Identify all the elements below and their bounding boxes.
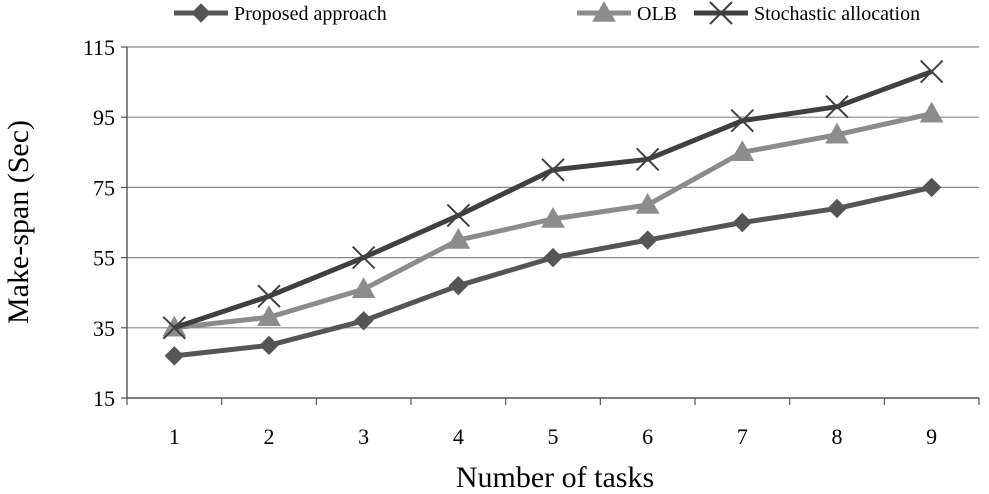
data-point-x — [351, 245, 376, 270]
series-line — [173, 69, 933, 331]
data-point-diamond — [732, 212, 753, 233]
legend-label: Proposed approach — [234, 3, 387, 25]
data-point-triangle — [730, 140, 755, 162]
y-tick-label: 95 — [93, 105, 115, 130]
series-2 — [162, 101, 944, 337]
data-point-diamond — [921, 177, 942, 198]
legend: Proposed approach OLB Stochastic allocatio… — [174, 0, 920, 25]
x-tick-label: 9 — [926, 424, 937, 449]
y-tick-label: 55 — [93, 246, 115, 271]
data-point-diamond — [543, 247, 563, 268]
x-tick-label: 3 — [358, 424, 369, 449]
data-point-x — [919, 59, 944, 84]
x-tick-label: 1 — [169, 424, 180, 449]
data-point-x — [541, 158, 565, 182]
data-point-diamond — [827, 198, 847, 219]
data-point-x — [446, 203, 471, 228]
y-tick-label: 115 — [83, 35, 115, 60]
data-point-triangle — [825, 122, 849, 144]
legend-marker — [709, 1, 733, 25]
x-axis-title: Number of tasks — [456, 461, 654, 494]
legend-item: Stochastic allocation — [694, 1, 920, 25]
y-tick-label: 35 — [93, 316, 115, 341]
data-point-triangle — [446, 228, 471, 249]
y-axis-title: Make-span (Sec) — [2, 120, 35, 324]
data-point-x — [635, 147, 660, 172]
series-layer — [162, 59, 944, 366]
legend-label: Stochastic allocation — [754, 3, 920, 25]
legend-marker — [592, 0, 616, 22]
y-tick-label: 75 — [93, 175, 115, 200]
legend-label: OLB — [637, 3, 677, 25]
x-tick-label: 4 — [453, 424, 464, 449]
series-1 — [164, 177, 942, 366]
legend-item: OLB — [577, 0, 677, 25]
y-tick-label: 15 — [93, 386, 115, 411]
data-point-diamond — [448, 275, 469, 296]
data-point-diamond — [637, 230, 658, 250]
data-point-triangle — [919, 101, 944, 123]
x-tick-label: 2 — [264, 424, 275, 449]
data-point-triangle — [257, 305, 281, 327]
axes: 15 35 55 75 95 115 1 2 3 4 5 6 7 8 9 — [83, 35, 980, 449]
data-point-diamond — [353, 311, 374, 331]
data-point-x — [825, 94, 849, 119]
data-point-diamond — [259, 335, 279, 356]
x-tick-label: 5 — [548, 424, 559, 449]
legend-item: Proposed approach — [174, 3, 387, 25]
data-point-triangle — [351, 277, 376, 298]
x-tick-label: 6 — [642, 424, 653, 449]
grid-lines — [127, 46, 979, 329]
data-point-x — [257, 284, 281, 308]
data-point-x — [162, 316, 187, 340]
data-point-diamond — [164, 346, 185, 366]
x-tick-label: 7 — [737, 424, 748, 449]
series-3 — [162, 59, 944, 340]
data-point-x — [730, 109, 755, 133]
x-tick-label: 8 — [832, 424, 843, 449]
data-point-triangle — [635, 192, 660, 214]
data-point-triangle — [541, 206, 565, 228]
legend-marker — [191, 3, 211, 23]
